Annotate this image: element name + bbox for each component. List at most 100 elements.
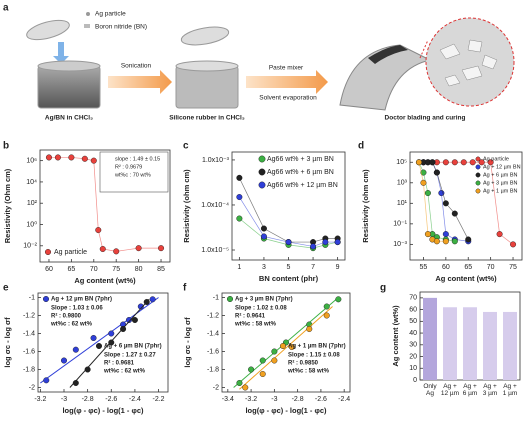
annotation: R² : 0.9681 [104, 360, 135, 367]
y-tick-label: 10⁻² [23, 243, 37, 250]
film [339, 44, 432, 111]
x-tick-label: 60 [45, 266, 53, 273]
bar [443, 307, 457, 380]
fit-line [40, 297, 159, 384]
beaker-rim [37, 60, 101, 72]
data-point [120, 326, 127, 333]
blade-stripe [368, 45, 408, 64]
y-tick-label: -1 [29, 294, 35, 301]
data-point [242, 384, 249, 391]
annotation: Slope : 1.03 ± 0.06 [51, 306, 103, 312]
data-point [424, 231, 431, 238]
plot-frame [409, 151, 523, 261]
legend-label: Ag + 3 µm BN (7phr) [235, 297, 293, 303]
data-point [95, 227, 102, 234]
data-point [288, 344, 295, 351]
data-point [99, 245, 106, 252]
data-point [236, 174, 243, 181]
legend-label: Ag + 12 µm BN [483, 164, 521, 170]
particle-icon [86, 12, 90, 16]
x-axis-title: log(φ - φc) - log(1 - φc) [62, 406, 144, 415]
legend-marker [258, 181, 266, 189]
data-point [131, 317, 138, 324]
data-point [322, 239, 329, 246]
lid [180, 26, 230, 46]
label: Solvent evaporation [259, 95, 317, 102]
annotation: R² : 0.9850 [288, 360, 319, 367]
x-tick-label: -3 [61, 396, 67, 403]
data-point [451, 238, 458, 245]
fit-line [239, 306, 333, 390]
data-point [236, 380, 243, 387]
panel-label: a [3, 3, 9, 14]
data-point [415, 159, 422, 166]
bar [423, 297, 437, 380]
y-axis-title: Resistivity (ohm cm) [361, 169, 370, 243]
data-point [310, 243, 317, 250]
y-tick-label: 50 [409, 318, 417, 325]
beaker-rim [175, 60, 239, 72]
beaker [175, 65, 239, 109]
data-point [81, 155, 88, 162]
label: Sonication [121, 63, 152, 70]
x-tick-label: -2.2 [153, 396, 165, 403]
series-line [48, 157, 162, 252]
x-tick-label: -3.2 [245, 396, 257, 403]
y-tick-label: 1.0x10⁻⁴ [201, 202, 229, 209]
zoom-line [419, 39, 429, 59]
legend-label: Ag particle [483, 156, 509, 162]
data-point [496, 231, 503, 238]
x-tick-label: 80 [135, 266, 143, 273]
legend-label: Ag + 3 µm BN [483, 180, 518, 186]
data-point [260, 225, 267, 232]
data-point [108, 339, 115, 346]
legend-marker [258, 155, 266, 163]
data-point [285, 239, 292, 246]
data-point [72, 346, 79, 353]
y-tick-label: -1.6 [23, 348, 35, 355]
y-tick-label: 10³ [397, 180, 408, 187]
data-point [460, 159, 467, 166]
data-point [271, 348, 278, 355]
x-tick-label: -2.8 [292, 396, 304, 403]
bar [503, 311, 517, 380]
data-point [323, 303, 330, 310]
data-point [90, 335, 97, 342]
y-tick-label: -2 [213, 384, 219, 391]
y-tick-label: -1.4 [207, 330, 219, 337]
data-point [236, 215, 243, 222]
annotation: wt%c : 70 wt% [114, 172, 151, 178]
legend-label: Ag66 wt% + 12 µm BN [267, 182, 338, 189]
plot-frame [39, 149, 171, 263]
data-point [84, 366, 91, 373]
data-point [510, 241, 517, 248]
legend-marker [280, 343, 287, 350]
x-tick-label: 9 [336, 264, 340, 271]
y-tick-label: -1.6 [207, 348, 219, 355]
y-tick-label: 10¹ [397, 200, 408, 207]
data-point [61, 357, 68, 364]
data-point [424, 190, 431, 197]
legend-marker [43, 296, 50, 303]
panel-label: e [3, 283, 9, 294]
data-point [442, 231, 449, 238]
x-tick-label: 65 [464, 264, 472, 271]
data-point [236, 194, 243, 201]
data-point [433, 169, 440, 176]
y-tick-label: 1.0x10⁻³ [202, 157, 230, 164]
data-point [108, 330, 115, 337]
data-point [260, 233, 267, 240]
arrow [53, 42, 69, 64]
inset-box [99, 151, 169, 193]
label: Paste mixer [269, 65, 304, 72]
data-point [335, 296, 342, 303]
annotation: R² : 0.9641 [235, 313, 266, 320]
label: Silicone rubber in CHCl₃ [169, 115, 245, 122]
x-tick-label: Ag + 6 µm [462, 383, 478, 397]
y-tick-label: 0 [413, 377, 417, 384]
y-tick-label: 10⁻³ [393, 241, 407, 248]
data-point [487, 159, 494, 166]
data-point [72, 380, 79, 387]
diagram: a Ag particle Boron nitride (BN) Ag/BN i… [3, 3, 515, 122]
